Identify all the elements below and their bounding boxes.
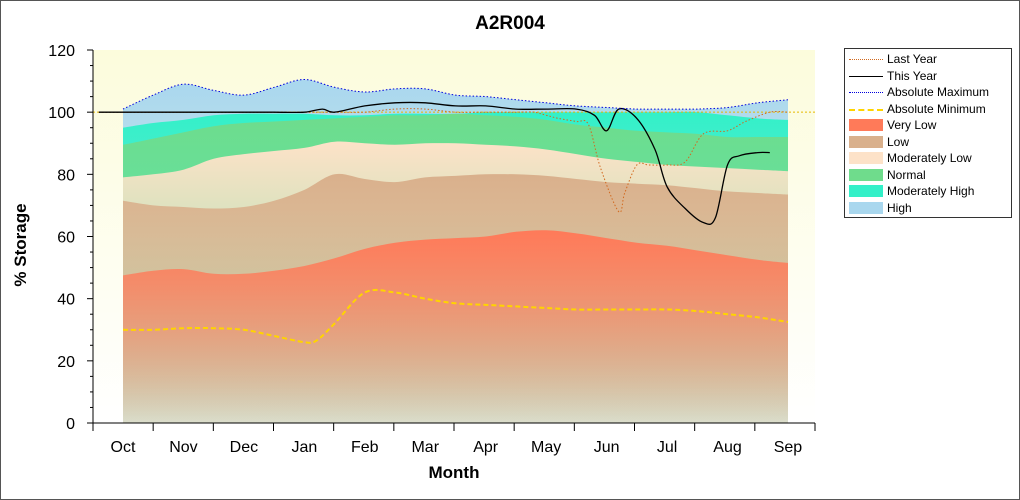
series-absolute-maximum	[122, 78, 789, 110]
legend-label: Moderately Low	[887, 151, 972, 165]
legend: Last Year This Year Absolute Maximum Absolu…	[844, 48, 1012, 218]
legend-label: Moderately High	[887, 184, 975, 198]
legend-label: Absolute Minimum	[887, 101, 986, 116]
x-tick-label: Oct	[111, 439, 136, 456]
y-tick-label: 120	[48, 43, 75, 60]
legend-item-absolute-maximum: Absolute Maximum	[845, 84, 1011, 100]
x-tick-label: Aug	[713, 439, 741, 456]
x-tick-label: Apr	[473, 439, 499, 456]
legend-item-this-year: This Year	[845, 68, 1011, 84]
legend-label: Low	[887, 134, 910, 149]
band-very-low	[123, 230, 788, 423]
legend-item-last-year: Last Year	[845, 51, 1011, 67]
x-tick-label: Feb	[351, 439, 379, 456]
series-this-year	[98, 101, 770, 225]
x-tick-label: Sep	[774, 439, 803, 456]
legend-label: Absolute Maximum	[887, 85, 990, 99]
legend-swatch	[849, 135, 883, 148]
legend-swatch	[849, 201, 883, 214]
legend-item-absolute-minimum: Absolute Minimum	[845, 101, 1011, 117]
legend-label: Last Year	[887, 52, 938, 66]
legend-swatch	[849, 59, 883, 60]
legend-swatch	[849, 152, 883, 164]
x-tick-label: May	[531, 439, 561, 456]
chart-title: A2R004	[475, 13, 545, 34]
y-tick-label: 60	[57, 230, 75, 247]
x-tick-label: Mar	[411, 439, 439, 456]
legend-swatch	[849, 92, 883, 93]
x-tick-label: Dec	[230, 439, 258, 456]
x-tick-label: Jan	[291, 439, 317, 456]
y-tick-label: 80	[57, 167, 75, 184]
y-tick-label: 100	[48, 105, 75, 122]
legend-label: Very Low	[887, 118, 937, 132]
y-tick-label: 40	[57, 292, 75, 309]
x-tick-label: Jun	[594, 439, 620, 456]
legend-item-moderately-high: Moderately High	[845, 183, 1011, 199]
y-tick-label: 0	[66, 416, 75, 433]
legend-item-high: High	[845, 200, 1011, 216]
legend-swatch	[849, 108, 883, 111]
legend-swatch	[849, 119, 883, 131]
legend-item-low: Low	[845, 134, 1011, 150]
y-tick-label: 20	[57, 354, 75, 371]
legend-label: High	[887, 200, 912, 215]
x-axis-label: Month	[428, 463, 480, 482]
legend-item-moderately-low: Moderately Low	[845, 150, 1011, 166]
legend-swatch	[849, 185, 883, 197]
legend-item-normal: Normal	[845, 167, 1011, 183]
legend-item-very-low: Very Low	[845, 117, 1011, 133]
legend-swatch	[849, 168, 883, 181]
legend-label: This Year	[887, 68, 938, 83]
x-tick-label: Jul	[657, 439, 677, 456]
series-absolute-minimum	[122, 288, 789, 344]
x-tick-label: Nov	[169, 439, 197, 456]
legend-swatch	[849, 75, 883, 77]
legend-label: Normal	[887, 167, 926, 182]
